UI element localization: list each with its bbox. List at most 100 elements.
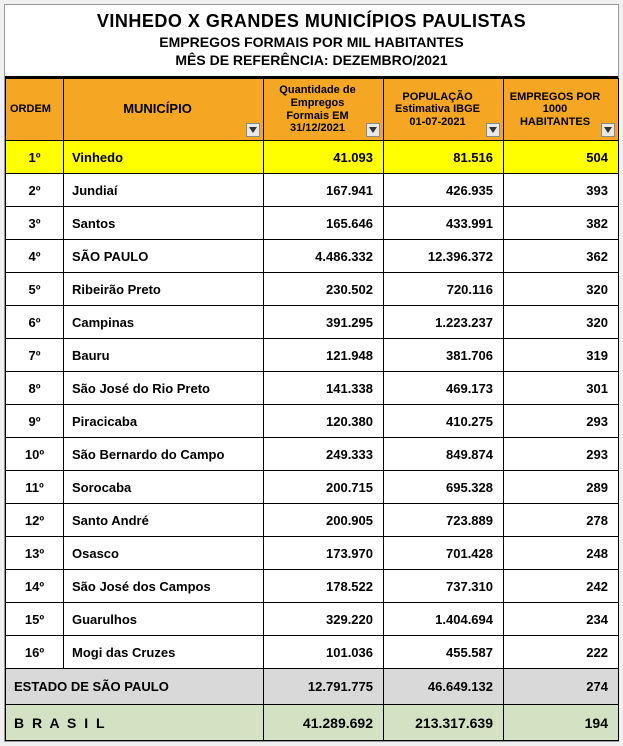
cell-municipio: São Bernardo do Campo — [64, 438, 264, 471]
filter-dropdown-icon[interactable] — [246, 123, 260, 137]
data-table: ORDEM MUNICÍPIO Quantidade de Empregos F… — [5, 78, 619, 741]
cell-ordem: 7º — [6, 339, 64, 372]
cell-municipio: Guarulhos — [64, 603, 264, 636]
col-header-populacao[interactable]: POPULAÇÃO Estimativa IBGE 01-07-2021 — [384, 79, 504, 141]
cell-ratio: 293 — [504, 405, 619, 438]
cell-ratio: 319 — [504, 339, 619, 372]
table-row: 16ºMogi das Cruzes101.036455.587222 — [6, 636, 619, 669]
cell-ordem: 12º — [6, 504, 64, 537]
cell-ordem: 3º — [6, 207, 64, 240]
summary-row-estado: ESTADO DE SÃO PAULO12.791.77546.649.1322… — [6, 669, 619, 705]
cell-ratio: 242 — [504, 570, 619, 603]
cell-ratio: 393 — [504, 174, 619, 207]
table-row: 15ºGuarulhos329.2201.404.694234 — [6, 603, 619, 636]
cell-municipio: São José dos Campos — [64, 570, 264, 603]
title-line-2: EMPREGOS FORMAIS POR MIL HABITANTES — [9, 34, 614, 50]
cell-ratio: 289 — [504, 471, 619, 504]
cell-ordem: 13º — [6, 537, 64, 570]
cell-municipio: Santo André — [64, 504, 264, 537]
table-row: 14ºSão José dos Campos178.522737.310242 — [6, 570, 619, 603]
cell-populacao: 455.587 — [384, 636, 504, 669]
cell-populacao: 723.889 — [384, 504, 504, 537]
cell-ordem: 8º — [6, 372, 64, 405]
cell-ratio: 320 — [504, 306, 619, 339]
cell-empregos: 391.295 — [264, 306, 384, 339]
cell-populacao: 1.404.694 — [384, 603, 504, 636]
cell-ratio: 320 — [504, 273, 619, 306]
table-row: 13ºOsasco173.970701.428248 — [6, 537, 619, 570]
cell-empregos: 200.905 — [264, 504, 384, 537]
col-header-ordem[interactable]: ORDEM — [6, 79, 64, 141]
cell-municipio: Jundiaí — [64, 174, 264, 207]
col-header-municipio[interactable]: MUNICÍPIO — [64, 79, 264, 141]
filter-dropdown-icon[interactable] — [486, 123, 500, 137]
cell-ordem: 15º — [6, 603, 64, 636]
cell-empregos: 165.646 — [264, 207, 384, 240]
table-row: 10ºSão Bernardo do Campo249.333849.87429… — [6, 438, 619, 471]
cell-municipio: Vinhedo — [64, 141, 264, 174]
col-header-municipio-label: MUNICÍPIO — [64, 100, 263, 119]
cell-empregos: 200.715 — [264, 471, 384, 504]
cell-municipio: SÃO PAULO — [64, 240, 264, 273]
cell-empregos: 173.970 — [264, 537, 384, 570]
cell-populacao: 81.516 — [384, 141, 504, 174]
cell-ratio: 504 — [504, 141, 619, 174]
cell-ordem: 16º — [6, 636, 64, 669]
cell-populacao: 701.428 — [384, 537, 504, 570]
cell-populacao: 410.275 — [384, 405, 504, 438]
filter-sort-icon[interactable] — [601, 123, 615, 137]
summary-ratio-estado: 274 — [504, 669, 619, 705]
cell-ordem: 9º — [6, 405, 64, 438]
cell-ratio: 382 — [504, 207, 619, 240]
cell-municipio: São José do Rio Preto — [64, 372, 264, 405]
cell-ordem: 14º — [6, 570, 64, 603]
cell-empregos: 120.380 — [264, 405, 384, 438]
title-block: VINHEDO X GRANDES MUNICÍPIOS PAULISTAS E… — [5, 5, 618, 78]
table-row: 7ºBauru121.948381.706319 — [6, 339, 619, 372]
cell-ordem: 11º — [6, 471, 64, 504]
cell-populacao: 1.223.237 — [384, 306, 504, 339]
table-row: 3ºSantos165.646433.991382 — [6, 207, 619, 240]
filter-dropdown-icon[interactable] — [366, 123, 380, 137]
col-header-ordem-label: ORDEM — [6, 101, 63, 118]
summary-row-brasil: B R A S I L41.289.692213.317.639194 — [6, 705, 619, 741]
cell-populacao: 381.706 — [384, 339, 504, 372]
table-body: 1ºVinhedo41.09381.5165042ºJundiaí167.941… — [6, 141, 619, 741]
cell-ordem: 2º — [6, 174, 64, 207]
cell-empregos: 101.036 — [264, 636, 384, 669]
cell-ratio: 362 — [504, 240, 619, 273]
cell-ratio: 278 — [504, 504, 619, 537]
cell-empregos: 41.093 — [264, 141, 384, 174]
cell-municipio: Bauru — [64, 339, 264, 372]
cell-municipio: Campinas — [64, 306, 264, 339]
summary-label-estado: ESTADO DE SÃO PAULO — [6, 669, 264, 705]
cell-empregos: 178.522 — [264, 570, 384, 603]
cell-empregos: 4.486.332 — [264, 240, 384, 273]
cell-empregos: 121.948 — [264, 339, 384, 372]
summary-ratio-brasil: 194 — [504, 705, 619, 741]
cell-ordem: 6º — [6, 306, 64, 339]
col-header-ratio[interactable]: EMPREGOS POR 1000 HABITANTES — [504, 79, 619, 141]
cell-populacao: 720.116 — [384, 273, 504, 306]
cell-ratio: 293 — [504, 438, 619, 471]
table-row: 1ºVinhedo41.09381.516504 — [6, 141, 619, 174]
cell-empregos: 141.338 — [264, 372, 384, 405]
cell-empregos: 249.333 — [264, 438, 384, 471]
cell-ordem: 10º — [6, 438, 64, 471]
cell-populacao: 849.874 — [384, 438, 504, 471]
cell-municipio: Ribeirão Preto — [64, 273, 264, 306]
cell-municipio: Mogi das Cruzes — [64, 636, 264, 669]
summary-empregos-estado: 12.791.775 — [264, 669, 384, 705]
cell-empregos: 167.941 — [264, 174, 384, 207]
cell-empregos: 329.220 — [264, 603, 384, 636]
col-header-empregos[interactable]: Quantidade de Empregos Formais EM 31/12/… — [264, 79, 384, 141]
cell-municipio: Osasco — [64, 537, 264, 570]
table-row: 12ºSanto André200.905723.889278 — [6, 504, 619, 537]
summary-empregos-brasil: 41.289.692 — [264, 705, 384, 741]
cell-populacao: 695.328 — [384, 471, 504, 504]
table-row: 4ºSÃO PAULO4.486.33212.396.372362 — [6, 240, 619, 273]
spreadsheet-table: VINHEDO X GRANDES MUNICÍPIOS PAULISTAS E… — [4, 4, 619, 742]
cell-municipio: Piracicaba — [64, 405, 264, 438]
cell-municipio: Santos — [64, 207, 264, 240]
cell-empregos: 230.502 — [264, 273, 384, 306]
